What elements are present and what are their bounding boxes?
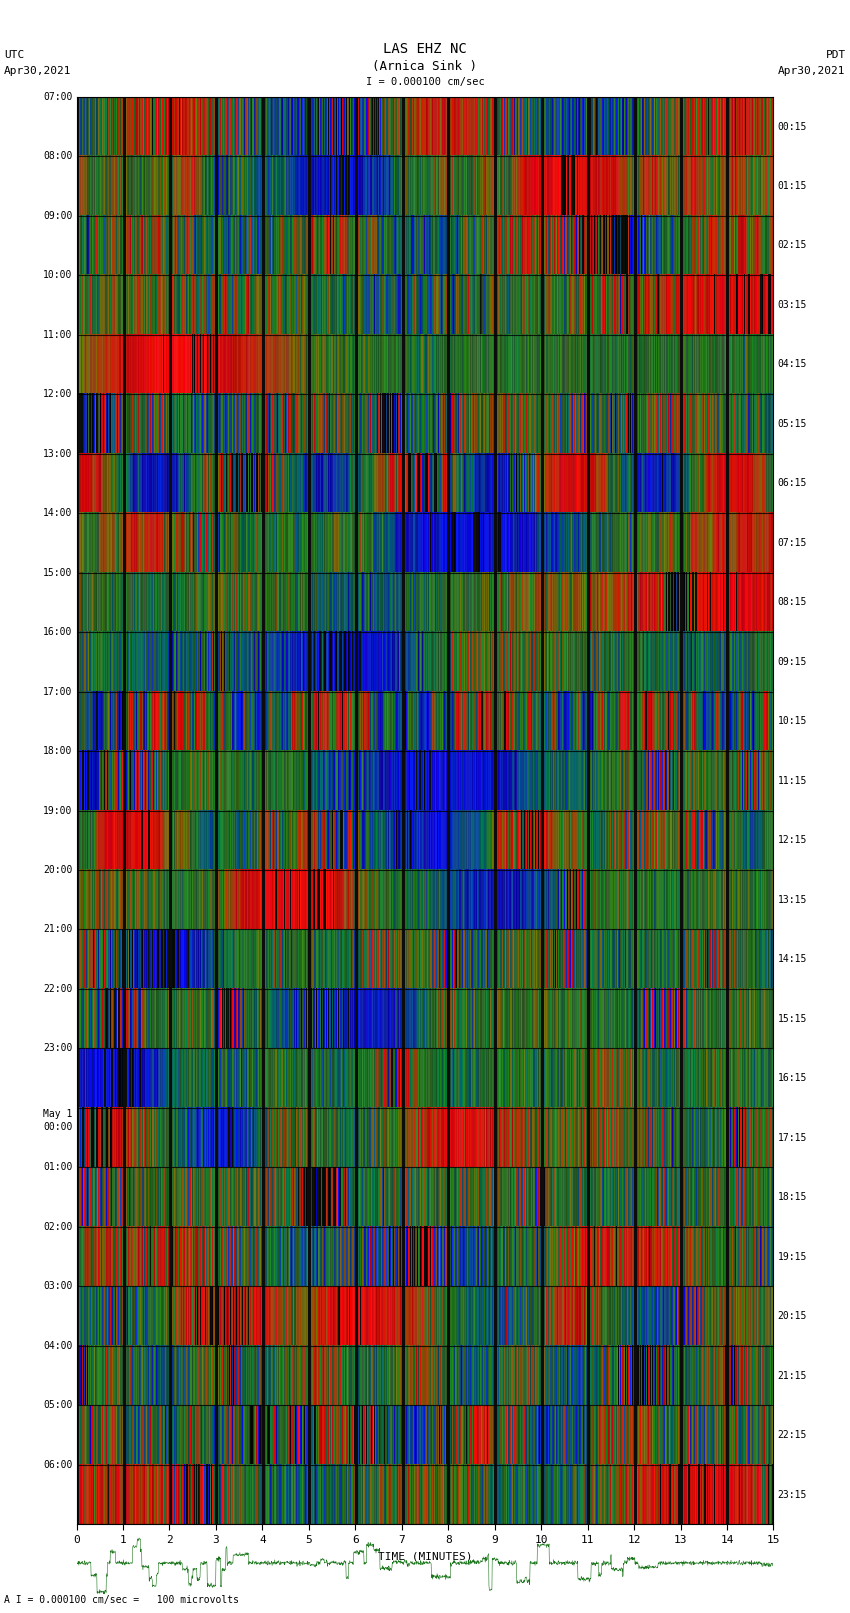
Text: 16:15: 16:15 [778, 1073, 807, 1084]
Text: 08:15: 08:15 [778, 597, 807, 608]
Text: 15:15: 15:15 [778, 1013, 807, 1024]
Text: 04:15: 04:15 [778, 360, 807, 369]
Text: 06:00: 06:00 [42, 1460, 72, 1469]
Text: 10:00: 10:00 [42, 271, 72, 281]
Text: 18:00: 18:00 [42, 747, 72, 756]
Text: 09:00: 09:00 [42, 211, 72, 221]
Text: 23:15: 23:15 [778, 1489, 807, 1500]
Text: 11:15: 11:15 [778, 776, 807, 786]
Text: 10:15: 10:15 [778, 716, 807, 726]
Text: 12:15: 12:15 [778, 836, 807, 845]
Text: 02:15: 02:15 [778, 240, 807, 250]
Text: A I = 0.000100 cm/sec =   100 microvolts: A I = 0.000100 cm/sec = 100 microvolts [4, 1595, 239, 1605]
Text: 07:15: 07:15 [778, 537, 807, 548]
Text: (Arnica Sink ): (Arnica Sink ) [372, 60, 478, 73]
Text: 14:00: 14:00 [42, 508, 72, 518]
Text: Apr30,2021: Apr30,2021 [4, 66, 71, 76]
Text: UTC: UTC [4, 50, 25, 60]
Text: 02:00: 02:00 [42, 1223, 72, 1232]
Text: 07:00: 07:00 [42, 92, 72, 102]
Text: 01:15: 01:15 [778, 181, 807, 190]
Text: 18:15: 18:15 [778, 1192, 807, 1202]
Text: 22:00: 22:00 [42, 984, 72, 994]
Text: I = 0.000100 cm/sec: I = 0.000100 cm/sec [366, 77, 484, 87]
Text: 21:15: 21:15 [778, 1371, 807, 1381]
Text: 05:00: 05:00 [42, 1400, 72, 1410]
Text: 20:15: 20:15 [778, 1311, 807, 1321]
Text: 22:15: 22:15 [778, 1431, 807, 1440]
Text: 03:00: 03:00 [42, 1281, 72, 1292]
Text: May 1: May 1 [42, 1110, 72, 1119]
Text: 09:15: 09:15 [778, 656, 807, 666]
Text: 21:00: 21:00 [42, 924, 72, 934]
Text: 11:00: 11:00 [42, 329, 72, 340]
Text: 16:00: 16:00 [42, 627, 72, 637]
Text: LAS EHZ NC: LAS EHZ NC [383, 42, 467, 56]
Text: 00:00: 00:00 [42, 1123, 72, 1132]
Text: 17:00: 17:00 [42, 687, 72, 697]
Text: 19:00: 19:00 [42, 805, 72, 816]
Text: 15:00: 15:00 [42, 568, 72, 577]
Text: 13:00: 13:00 [42, 448, 72, 458]
Text: 05:15: 05:15 [778, 419, 807, 429]
Text: 19:15: 19:15 [778, 1252, 807, 1261]
Text: 00:15: 00:15 [778, 121, 807, 132]
Text: 03:15: 03:15 [778, 300, 807, 310]
Text: 14:15: 14:15 [778, 955, 807, 965]
X-axis label: TIME (MINUTES): TIME (MINUTES) [377, 1552, 473, 1561]
Text: Apr30,2021: Apr30,2021 [779, 66, 846, 76]
Text: 17:15: 17:15 [778, 1132, 807, 1142]
Text: 04:00: 04:00 [42, 1340, 72, 1350]
Text: 08:00: 08:00 [42, 152, 72, 161]
Text: 06:15: 06:15 [778, 479, 807, 489]
Text: 01:00: 01:00 [42, 1163, 72, 1173]
Text: PDT: PDT [825, 50, 846, 60]
Text: 20:00: 20:00 [42, 865, 72, 874]
Text: 12:00: 12:00 [42, 389, 72, 398]
Text: 13:15: 13:15 [778, 895, 807, 905]
Text: 23:00: 23:00 [42, 1044, 72, 1053]
